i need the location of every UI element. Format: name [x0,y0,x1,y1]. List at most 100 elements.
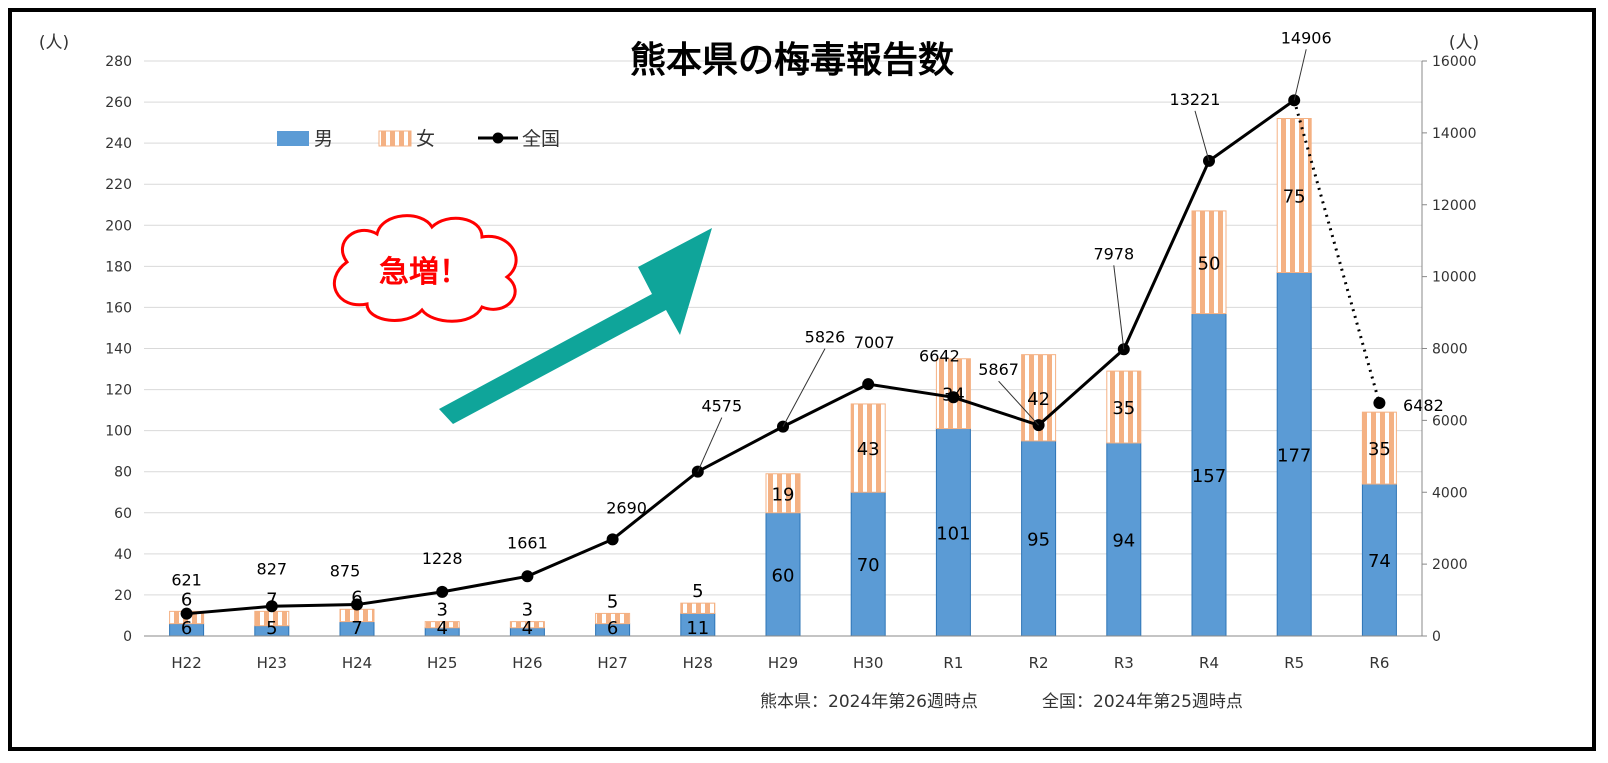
label-male: 6 [607,618,618,639]
national-value-label: 5867 [978,360,1019,379]
label-female: 5 [607,591,618,612]
legend-marker-national [492,132,504,144]
national-value-label: 1661 [507,533,548,552]
label-male: 4 [522,618,533,639]
y-left-tick-label: 180 [105,259,132,275]
x-tick-label: R5 [1284,654,1304,672]
label-male: 101 [936,523,970,544]
label-male: 7 [351,618,362,639]
label-female: 5 [692,581,703,602]
bar-male [1021,440,1057,637]
y-left-tick-label: 260 [105,95,132,111]
national-label-leader [998,380,1039,426]
y-left-tick-label: 120 [105,383,132,399]
bar-female [595,612,631,625]
national-point [436,585,449,598]
x-tick-label: H25 [427,654,457,672]
national-value-label: 875 [330,562,361,581]
national-label-leader [1194,110,1210,162]
bar-female [424,621,460,629]
legend-swatch-female [378,130,412,147]
label-male: 5 [266,618,277,639]
national-label-leader [782,348,826,427]
national-value-label: 14906 [1281,28,1332,47]
x-tick-label: R3 [1114,654,1134,672]
increase-arrow [439,228,712,424]
x-tick-label: H23 [257,654,287,672]
bar-female [850,403,886,493]
footnote-kumamoto: 熊本県：2024年第26週時点 [760,692,978,712]
legend-swatch-male [277,131,309,146]
y-left-tick-label: 140 [105,342,132,358]
label-female: 7 [266,589,277,610]
chart-frame: 急増！ 6 6 5 7 7 6 4 3 4 3 6 5 11 5 60 19 70 43 101 34 95 42 94 35… [8,8,1596,751]
national-line [180,94,1386,620]
x-tick-label: H30 [853,654,883,672]
chart-title: 熊本県の梅毒報告数 [630,40,954,81]
bar-female [1191,210,1227,315]
y-left-tick-label: 80 [114,465,132,481]
bar-male [935,428,971,637]
label-female: 35 [1368,439,1391,460]
data-labels: 6657764343651156019704310134954294351575… [171,28,1443,639]
y-left-tick-label: 160 [105,300,132,316]
bar-female [1276,118,1312,274]
legend-label-female: 女 [416,128,435,150]
bar-female [509,621,545,629]
x-tick-label: H28 [683,654,713,672]
national-value-label: 13221 [1170,90,1221,109]
y-right-tick-label: 0 [1432,629,1441,645]
national-value-label: 1228 [422,549,463,568]
label-male: 157 [1192,466,1226,487]
label-male: 4 [436,618,447,639]
label-female: 42 [1027,389,1050,410]
y-left-tick-label: 0 [123,629,132,645]
label-female: 6 [181,589,192,610]
label-female: 3 [522,600,533,621]
national-value-label: 621 [171,571,202,590]
y-left-tick-label: 100 [105,424,132,440]
x-tick-label: R6 [1369,654,1389,672]
y-left-tick-label: 220 [105,177,132,193]
x-tick-label: H27 [597,654,627,672]
x-tick-label: H24 [342,654,372,672]
label-male: 60 [772,565,795,586]
y-left-tick-label: 280 [105,54,132,70]
national-label-leader [1113,265,1125,350]
national-point [606,533,619,546]
national-point [1373,397,1386,410]
label-female: 19 [772,484,795,505]
national-value-label: 6642 [919,346,960,365]
x-tick-label: R2 [1029,654,1049,672]
national-value-label: 827 [257,559,288,578]
national-label-leader [1293,49,1307,101]
y-left-tick-label: 40 [114,547,132,563]
label-male: 70 [857,555,880,576]
y-left-tick-label: 200 [105,218,132,234]
bar-male [850,491,886,637]
y-right-tick-label: 14000 [1432,126,1477,142]
y-right-tick-label: 10000 [1432,270,1477,286]
national-point [265,600,278,613]
national-line-solid [186,99,1296,616]
bars [169,118,1397,637]
bar-female [1361,411,1397,485]
y-right-tick-label: 6000 [1432,413,1468,429]
bar-male [1361,483,1397,637]
label-female: 3 [436,600,447,621]
syphilis-chart: 急増！ 665776434365115601970431013495429435… [39,28,1479,712]
x-tick-label: H26 [512,654,542,672]
footnote-national: 全国：2024年第25週時点 [1042,692,1243,712]
label-female: 43 [857,439,880,460]
label-female: 34 [942,385,965,406]
label-male: 177 [1277,445,1311,466]
y-left-tick-label: 60 [114,506,132,522]
y-left-unit: (人) [39,33,69,53]
y-right-tick-label: 4000 [1432,485,1468,501]
x-tick-label: H29 [768,654,798,672]
national-point [521,570,534,583]
national-point [862,378,875,391]
national-value-label: 6482 [1403,396,1444,415]
legend: 男 女 全国 [277,128,560,150]
national-value-label: 7007 [854,333,895,352]
